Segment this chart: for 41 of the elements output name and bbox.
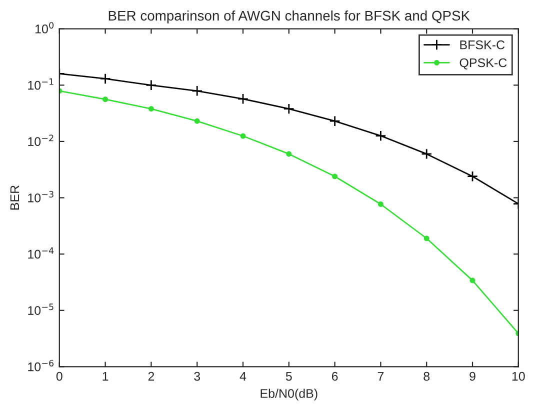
y-tick-label: 10$^{−4}$: [28, 247, 54, 259]
x-tick-label: 9: [470, 372, 476, 381]
y-tick-label: 10$^{−5}$: [28, 304, 54, 315]
point: [100, 73, 111, 84]
point: [375, 130, 386, 142]
y-tick-label: 10$^{−1}$: [28, 78, 54, 90]
point: [283, 103, 294, 114]
point: [329, 116, 340, 127]
x-tick-label: 3: [194, 372, 200, 381]
y-axis-title: BER: [10, 185, 20, 210]
legend-label: QPSK-C: [460, 58, 507, 70]
point: [237, 93, 249, 104]
x-axis-title: Eb/N0(dB): [260, 388, 318, 400]
point: [240, 133, 246, 139]
point: [148, 106, 154, 112]
x-tick-label: 0: [56, 372, 62, 381]
x-tick-label: 6: [332, 372, 338, 381]
x-tick-label: 2: [148, 372, 154, 381]
legend-label: BFSK-C: [460, 40, 505, 50]
x-tick-label: 5: [286, 372, 292, 381]
x-tick-label: 1: [102, 372, 108, 381]
point: [466, 170, 478, 182]
y-tick-label: 10$^{−6}$: [28, 360, 54, 372]
y-tick-label: 10$^{0}$: [35, 22, 54, 34]
chart-title: BER comparinson of AWGN channels for BFSK and QPSK: [108, 10, 470, 24]
point: [332, 174, 338, 180]
point: [286, 151, 292, 157]
y-tick-label: 10$^{−3}$: [28, 190, 54, 202]
x-tick-label: 8: [424, 372, 430, 381]
point: [470, 278, 476, 284]
point: [424, 236, 430, 242]
x-tick-label: 10: [512, 372, 525, 381]
point: [102, 96, 108, 102]
point: [378, 201, 384, 207]
x-tick-label: 4: [240, 372, 246, 381]
point: [421, 148, 432, 160]
y-tick-label: 10$^{−2}$: [28, 134, 54, 146]
point: [192, 85, 203, 96]
x-tick-label: 7: [378, 372, 384, 381]
point: [146, 80, 157, 91]
point: [194, 118, 200, 124]
